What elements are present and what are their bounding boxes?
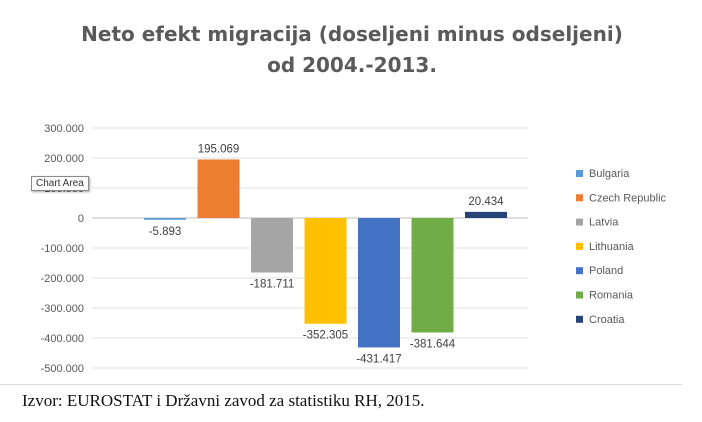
y-tick-label: -100.000: [41, 243, 84, 255]
legend-label[interactable]: Croatia: [589, 314, 625, 326]
bars: [144, 159, 507, 348]
data-label: -181.711: [250, 279, 295, 291]
data-label: -352.305: [303, 330, 348, 342]
legend-swatch: [576, 194, 583, 202]
data-label: 195.069: [198, 143, 240, 155]
chart-svg: Neto efekt migracija (doseljeni minus od…: [41, 22, 667, 375]
bar-latvia[interactable]: [251, 218, 293, 273]
bar-croatia[interactable]: [465, 211, 507, 218]
legend-label[interactable]: Czech Republic: [589, 192, 667, 204]
y-tick-label: -500.000: [41, 363, 84, 375]
chart-title-line1: Neto efekt migracija (doseljeni minus od…: [81, 22, 623, 46]
chart-area-tooltip: Chart Area: [31, 176, 89, 191]
source-caption: Izvor: EUROSTAT i Državni zavod za stati…: [22, 391, 425, 410]
y-tick-label: 200.000: [44, 153, 84, 165]
y-tick-label: 0: [78, 213, 84, 225]
legend-swatch: [576, 242, 583, 250]
bar-poland[interactable]: [358, 218, 400, 348]
y-tick-label: -300.000: [41, 303, 84, 315]
y-tick-label: 300.000: [44, 123, 84, 135]
data-labels: -5.893 195.069 -181.711 -352.305 -431.417 -38…: [149, 143, 504, 365]
legend-label[interactable]: Latvia: [589, 217, 619, 229]
y-axis-tick-labels: 300.000200.000100.0000-100.000-200.000-3…: [41, 123, 84, 375]
data-label: 20.434: [468, 196, 504, 208]
y-tick-label: -200.000: [41, 273, 84, 285]
bar-lithuania[interactable]: [304, 218, 347, 324]
legend-swatch: [576, 315, 583, 323]
bar-romania[interactable]: [411, 218, 454, 333]
legend-label[interactable]: Romania: [589, 290, 634, 302]
y-tick-label: -400.000: [41, 333, 84, 345]
legend-swatch: [576, 291, 583, 299]
data-label: -431.417: [356, 353, 401, 365]
data-label: -381.644: [410, 338, 456, 350]
legend-swatch: [576, 170, 583, 177]
bar-czech-republic[interactable]: [197, 159, 240, 218]
legend[interactable]: Bulgaria Czech Republic Latvia Lithuania Pol…: [576, 168, 667, 326]
data-label: -5.893: [149, 226, 182, 238]
legend-label[interactable]: Poland: [589, 265, 623, 277]
bar-bulgaria[interactable]: [144, 218, 186, 220]
divider: [0, 384, 682, 385]
chart-area[interactable]: Neto efekt migracija (doseljeni minus od…: [0, 0, 702, 388]
chart-title-line2: od 2004.-2013.: [267, 53, 437, 77]
legend-swatch: [576, 218, 583, 226]
legend-swatch: [576, 267, 583, 275]
legend-label[interactable]: Lithuania: [589, 241, 635, 253]
legend-label[interactable]: Bulgaria: [589, 168, 630, 180]
